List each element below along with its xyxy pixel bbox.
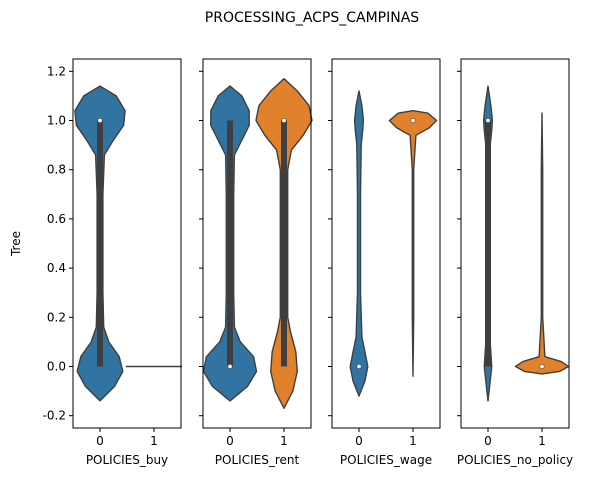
x-axis-label: POLICIES_buy	[86, 453, 168, 467]
violin-body-0	[350, 91, 368, 396]
violin-body-1	[389, 111, 436, 377]
violin-panel-1: 0 1 POLICIES_buy -0.2 0.0 0.2 0.4 0.6 0.8 1.0 1.2 T…	[9, 59, 182, 467]
violin-iqr-box-0	[227, 121, 233, 367]
x-axis-label: POLICIES_rent	[215, 453, 300, 467]
y-tick-label: 0.6	[47, 212, 66, 226]
violin-median-1	[540, 364, 544, 368]
violin-median-0	[98, 118, 102, 122]
y-tick-label: -0.2	[43, 409, 66, 423]
violin-median-0	[228, 364, 232, 368]
x-tick-label: 1	[538, 434, 546, 448]
violin-panel-3: 0 1 POLICIES_wage	[328, 59, 440, 467]
y-tick-label: 1.0	[47, 114, 66, 128]
y-axis-label: Tree	[9, 231, 23, 257]
figure-title: PROCESSING_ACPS_CAMPINAS	[205, 10, 420, 26]
violin-iqr-box-0	[485, 121, 491, 367]
x-tick-label: 0	[226, 434, 234, 448]
violin-median-0	[357, 364, 361, 368]
x-tick-label: 0	[355, 434, 363, 448]
violin-panel-2: 0 1 POLICIES_rent	[199, 59, 312, 467]
x-axis-label: POLICIES_wage	[340, 453, 432, 467]
y-tick-label: 0.2	[47, 310, 66, 324]
y-tick-label: 0.8	[47, 163, 66, 177]
violin-median-1	[411, 118, 415, 122]
y-tick-label: 1.2	[47, 64, 66, 78]
violin-body-1	[516, 113, 569, 374]
violin-median-0	[486, 118, 490, 122]
x-tick-label: 1	[150, 434, 158, 448]
x-tick-label: 1	[280, 434, 288, 448]
x-tick-label: 0	[484, 434, 492, 448]
y-tick-label: 0.4	[47, 261, 66, 275]
x-tick-label: 1	[409, 434, 417, 448]
x-axis-label: POLICIES_no_policy	[457, 453, 573, 467]
x-tick-label: 0	[96, 434, 104, 448]
violin-panel-4: 0 1 POLICIES_no_policy	[457, 59, 573, 467]
violin-iqr-box-0	[97, 121, 103, 367]
violin-median-1	[282, 118, 286, 122]
y-tick-label: 0.0	[47, 360, 66, 374]
violin-iqr-box-1	[281, 121, 287, 367]
